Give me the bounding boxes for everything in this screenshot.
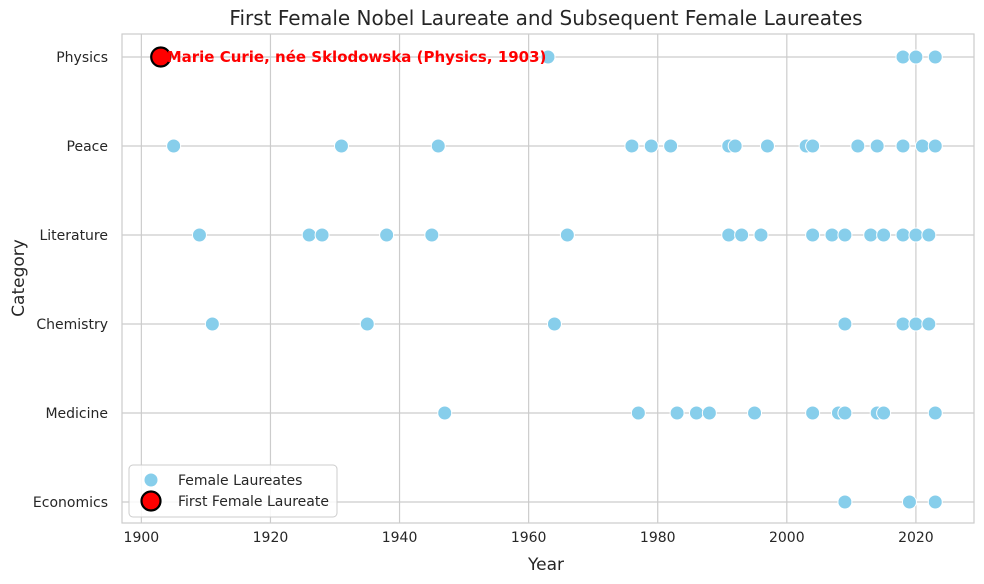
x-tick-label-1960: 1960 <box>511 530 547 546</box>
point-literature-1993 <box>734 227 750 243</box>
point-literature-1996 <box>753 227 769 243</box>
point-literature-2015 <box>876 227 892 243</box>
point-chemistry-1935 <box>359 316 375 332</box>
y-tick-label-peace: Peace <box>67 139 108 155</box>
chart-title: First Female Nobel Laureate and Subseque… <box>229 6 862 30</box>
point-peace-1979 <box>643 138 659 154</box>
point-peace-2011 <box>850 138 866 154</box>
x-tick-label-1980: 1980 <box>640 530 676 546</box>
point-medicine-1986 <box>688 405 704 421</box>
point-physics-2020 <box>908 49 924 65</box>
y-tick-labels: Physics Peace Literature Chemistry Medicine E… <box>33 50 108 511</box>
point-medicine-2009 <box>837 405 853 421</box>
point-peace-1982 <box>663 138 679 154</box>
x-tick-label-1940: 1940 <box>382 530 418 546</box>
point-medicine-2004 <box>805 405 821 421</box>
point-peace-1997 <box>759 138 775 154</box>
point-literature-1938 <box>379 227 395 243</box>
x-tick-label-1920: 1920 <box>253 530 289 546</box>
point-peace-2023 <box>927 138 943 154</box>
y-tick-label-physics: Physics <box>56 50 108 66</box>
point-literature-2022 <box>921 227 937 243</box>
y-tick-label-medicine: Medicine <box>45 406 108 422</box>
point-chemistry-1911 <box>204 316 220 332</box>
point-peace-1992 <box>727 138 743 154</box>
legend-marker-first-female-laureate <box>140 490 162 512</box>
point-literature-1928 <box>314 227 330 243</box>
point-physics-2018 <box>895 49 911 65</box>
point-chemistry-2022 <box>921 316 937 332</box>
point-peace-1931 <box>333 138 349 154</box>
point-peace-1976 <box>624 138 640 154</box>
point-literature-2013 <box>863 227 879 243</box>
point-literature-2018 <box>895 227 911 243</box>
point-peace-1946 <box>430 138 446 154</box>
legend-label-female-laureates: Female Laureates <box>178 473 302 489</box>
point-literature-2004 <box>805 227 821 243</box>
point-literature-2009 <box>837 227 853 243</box>
point-physics-2023 <box>927 49 943 65</box>
point-literature-2020 <box>908 227 924 243</box>
point-peace-1905 <box>166 138 182 154</box>
plot-area <box>121 33 975 524</box>
point-chemistry-2020 <box>908 316 924 332</box>
point-literature-1909 <box>191 227 207 243</box>
x-tick-label-2020: 2020 <box>898 530 934 546</box>
x-tick-label-1900: 1900 <box>124 530 160 546</box>
legend-box <box>128 464 338 518</box>
y-tick-label-chemistry: Chemistry <box>36 317 108 333</box>
point-peace-2014 <box>869 138 885 154</box>
point-peace-2004 <box>805 138 821 154</box>
point-economics-2023 <box>927 494 943 510</box>
point-chemistry-2009 <box>837 316 853 332</box>
point-peace-2018 <box>895 138 911 154</box>
point-medicine-1988 <box>701 405 717 421</box>
annotation-label: Marie Curie, née Sklodowska (Physics, 19… <box>167 48 547 66</box>
point-chemistry-1964 <box>546 316 562 332</box>
y-axis-title: Category <box>9 239 29 317</box>
point-medicine-1995 <box>747 405 763 421</box>
point-medicine-1947 <box>437 405 453 421</box>
point-literature-1991 <box>721 227 737 243</box>
point-economics-2009 <box>837 494 853 510</box>
legend: Female Laureates First Female Laureate <box>128 464 338 518</box>
legend-marker-female-laureates <box>143 472 159 488</box>
data-points <box>150 46 943 510</box>
x-axis-title: Year <box>527 555 564 575</box>
point-physics-1963 <box>540 49 556 65</box>
y-tick-label-literature: Literature <box>39 228 108 244</box>
point-literature-1945 <box>424 227 440 243</box>
point-literature-1966 <box>559 227 575 243</box>
point-chemistry-2018 <box>895 316 911 332</box>
point-medicine-1983 <box>669 405 685 421</box>
legend-label-first-female-laureate: First Female Laureate <box>178 494 329 510</box>
point-medicine-1977 <box>630 405 646 421</box>
point-literature-2007 <box>824 227 840 243</box>
first-female-laureate-point <box>150 46 172 68</box>
point-peace-2021 <box>914 138 930 154</box>
point-medicine-2015 <box>876 405 892 421</box>
x-tick-labels: 1900 1920 1940 1960 1980 2000 2020 <box>124 530 934 546</box>
point-economics-2019 <box>901 494 917 510</box>
point-medicine-2023 <box>927 405 943 421</box>
y-tick-label-economics: Economics <box>33 495 108 511</box>
x-tick-label-2000: 2000 <box>769 530 805 546</box>
point-literature-1926 <box>301 227 317 243</box>
